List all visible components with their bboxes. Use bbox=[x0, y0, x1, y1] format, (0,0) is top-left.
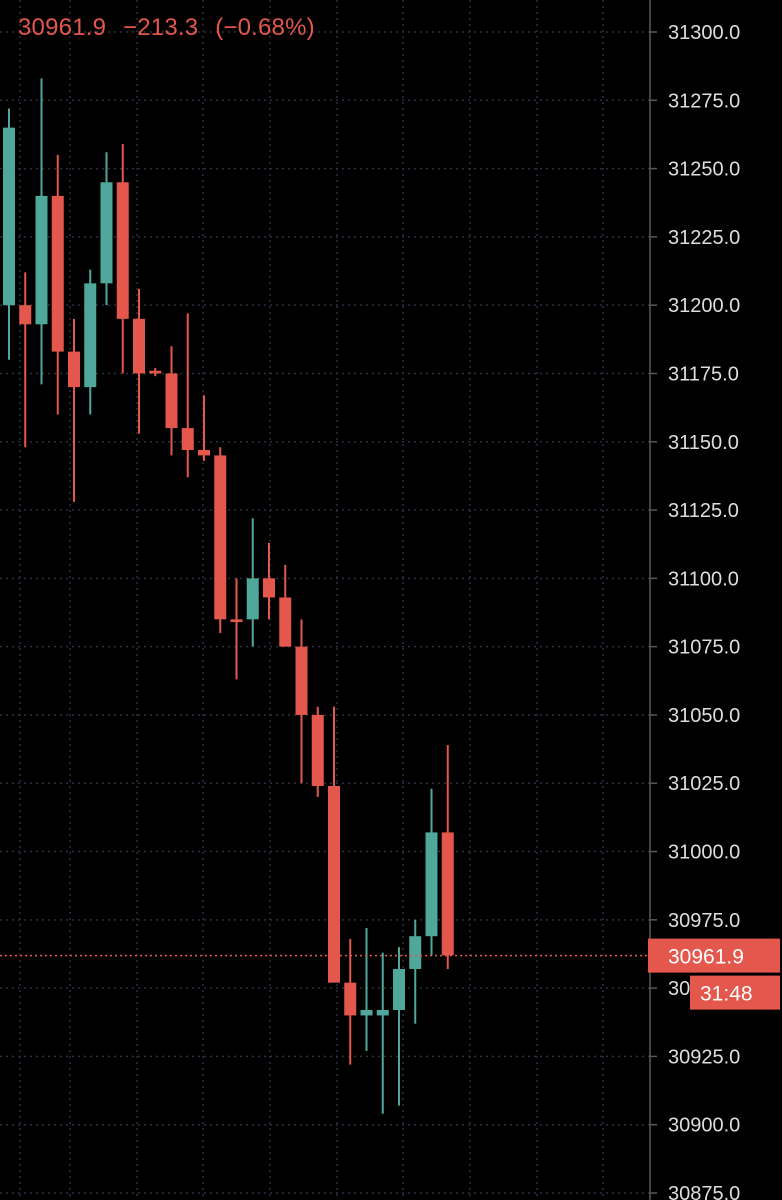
candle bbox=[181, 313, 194, 478]
candle bbox=[311, 706, 324, 797]
candle-body bbox=[230, 619, 243, 623]
candle-body bbox=[360, 1009, 373, 1016]
candle bbox=[165, 346, 178, 456]
candles bbox=[3, 78, 454, 1114]
candle bbox=[214, 447, 227, 633]
candle-body bbox=[116, 182, 129, 319]
candle-body bbox=[19, 305, 32, 325]
candle bbox=[198, 395, 210, 461]
y-tick-label: 30900.0 bbox=[668, 1115, 740, 1137]
y-tick-label: 31025.0 bbox=[668, 773, 740, 795]
candle bbox=[376, 952, 389, 1114]
last-price: 30961.9 bbox=[18, 14, 107, 41]
candle-body bbox=[425, 832, 438, 937]
candle-body bbox=[35, 195, 48, 325]
candle-body bbox=[51, 195, 64, 352]
price-axis[interactable]: 30875.030900.030925.030950.030975.031000… bbox=[650, 22, 740, 1200]
countdown-badge-bg bbox=[690, 975, 780, 1010]
candle-body bbox=[214, 455, 227, 620]
y-tick-label: 31100.0 bbox=[668, 568, 739, 590]
candle-body bbox=[441, 832, 454, 956]
y-tick-label: 31075.0 bbox=[668, 637, 740, 659]
y-tick-label: 31250.0 bbox=[668, 159, 740, 181]
candle bbox=[116, 144, 129, 374]
candle-body bbox=[133, 318, 145, 374]
candle bbox=[84, 269, 97, 415]
y-tick-label: 31225.0 bbox=[668, 227, 740, 249]
candle-body bbox=[295, 646, 308, 715]
candle bbox=[35, 78, 48, 385]
candle-countdown: 31:48 bbox=[700, 983, 753, 1006]
candle-body bbox=[409, 936, 422, 969]
candle bbox=[230, 578, 243, 680]
candle bbox=[19, 272, 32, 448]
candle-body bbox=[68, 351, 80, 388]
candle-body bbox=[181, 428, 194, 450]
y-tick-label: 30975.0 bbox=[668, 910, 740, 932]
candle bbox=[360, 928, 373, 1051]
candle-body bbox=[344, 982, 357, 1016]
candle-body bbox=[393, 968, 405, 1010]
candle-body bbox=[84, 283, 97, 388]
candle bbox=[263, 542, 275, 620]
grid-lines bbox=[0, 0, 650, 1200]
candle bbox=[344, 938, 357, 1065]
y-tick-label: 31275.0 bbox=[668, 90, 740, 112]
candle bbox=[409, 919, 422, 1024]
price-change: −213.3 bbox=[123, 14, 199, 41]
candle bbox=[328, 706, 340, 983]
candle bbox=[51, 154, 64, 415]
candle bbox=[100, 152, 113, 306]
y-tick-label: 31050.0 bbox=[668, 705, 740, 727]
y-tick-label: 31125.0 bbox=[668, 500, 739, 522]
last-price-badge-bg bbox=[648, 938, 780, 973]
candle-body bbox=[311, 714, 324, 786]
candle bbox=[441, 744, 454, 969]
candle-body bbox=[279, 597, 292, 647]
candle-body bbox=[328, 785, 340, 983]
y-tick-label: 31200.0 bbox=[668, 295, 740, 317]
candle bbox=[68, 318, 80, 502]
candle-body bbox=[263, 578, 275, 598]
candle-body bbox=[165, 373, 178, 429]
y-tick-label: 31150.0 bbox=[668, 432, 739, 454]
candle bbox=[295, 619, 308, 784]
candle-body bbox=[198, 449, 210, 456]
candle-body bbox=[100, 182, 113, 284]
candle-body bbox=[3, 127, 15, 306]
y-tick-label: 30875.0 bbox=[668, 1183, 740, 1200]
price-change-percent: (−0.68%) bbox=[215, 14, 315, 41]
y-tick-label: 31000.0 bbox=[668, 842, 740, 864]
candle-body bbox=[376, 1009, 389, 1016]
candle-body bbox=[149, 370, 162, 374]
candle bbox=[3, 108, 15, 360]
candle bbox=[393, 947, 405, 1106]
candle-body bbox=[246, 578, 259, 620]
price-header: 30961.9 −213.3 (−0.68%) bbox=[18, 14, 325, 42]
candle bbox=[425, 788, 438, 956]
candle bbox=[279, 564, 292, 647]
y-tick-label: 31300.0 bbox=[668, 22, 740, 44]
y-tick-label: 31175.0 bbox=[668, 363, 739, 385]
last-price-badge-value: 30961.9 bbox=[668, 946, 744, 969]
candle bbox=[133, 288, 145, 434]
last-price-badge: 30961.9 31:48 bbox=[648, 938, 780, 1010]
candle bbox=[246, 518, 259, 647]
candle bbox=[149, 368, 162, 377]
y-tick-label: 30925.0 bbox=[668, 1046, 740, 1068]
